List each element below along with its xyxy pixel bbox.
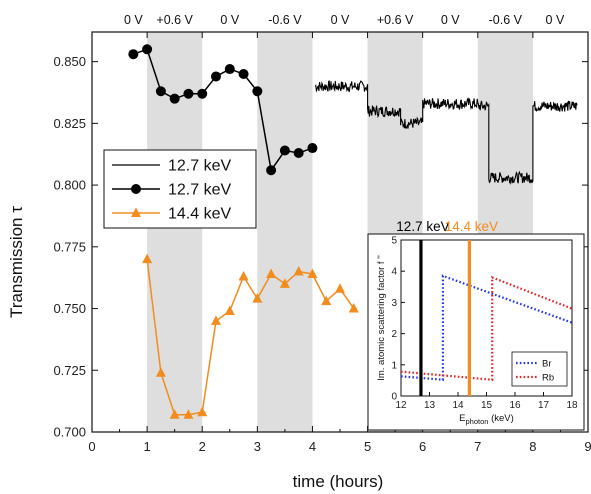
triangle-point-4: [197, 406, 208, 417]
inset-legend-label-0: Br: [542, 359, 552, 370]
x-tick-label-5: 5: [364, 439, 371, 454]
inset-y-axis-title: Im. atomic scattering factor f '': [376, 255, 387, 381]
voltage-label-8: 0 V: [546, 13, 565, 27]
energy-marker-label-0: 12.7 keV: [396, 219, 449, 234]
series-line-12-7kev: [314, 80, 578, 185]
voltage-label-4: 0 V: [331, 13, 350, 27]
inset-x-tick-label-3: 15: [481, 400, 493, 411]
legend-swatch-triangle: [131, 207, 141, 217]
x-tick-label-4: 4: [309, 439, 316, 454]
inset-x-tick-label-5: 17: [538, 400, 550, 411]
y-axis-title: Transmission τ: [7, 206, 26, 318]
series-triangles-line: [146, 259, 355, 416]
x-tick-label-2: 2: [199, 439, 206, 454]
circle-point-4: [183, 88, 194, 99]
circle-point-8: [238, 68, 249, 79]
voltage-label-6: 0 V: [441, 13, 460, 27]
circle-point-11: [279, 145, 290, 156]
triangle-point-12: [307, 268, 318, 278]
energy-marker-label-1: 14.4 keV: [445, 219, 498, 234]
triangle-point-9: [266, 268, 277, 278]
triangle-point-10: [279, 278, 290, 288]
inset-x-tick-label-6: 18: [566, 400, 578, 411]
circle-point-5: [197, 88, 208, 99]
y-tick-label-4: 0.800: [53, 178, 86, 193]
voltage-label-1: +0.6 V: [156, 13, 193, 27]
voltage-label-3: -0.6 V: [268, 13, 302, 27]
inset-y-tick-label-2: 2: [391, 329, 397, 340]
inset-y-tick-label-1: 1: [391, 360, 397, 371]
x-tick-label-9: 9: [584, 439, 591, 454]
voltage-label-5: +0.6 V: [377, 13, 414, 27]
voltage-phase-labels: 0 V +0.6 V 0 V -0.6 V 0 V +0.6 V 0 V -0.6 V 0 V: [124, 13, 565, 27]
triangle-point-6: [224, 305, 235, 316]
circle-point-9: [252, 86, 263, 97]
inset-background: [367, 233, 585, 431]
circle-point-0: [128, 49, 139, 60]
y-tick-label-6: 0.850: [53, 54, 86, 69]
circle-point-6: [211, 71, 221, 82]
y-tick-label-1: 0.725: [53, 363, 86, 378]
main-series-layer: [128, 44, 578, 419]
inset-legend-box: [511, 351, 568, 387]
triangle-point-5: [211, 315, 221, 325]
circle-point-13: [307, 143, 318, 154]
x-axis-title: time (hours): [293, 472, 384, 491]
voltage-band-1: [147, 32, 203, 432]
x-tick-label-1: 1: [143, 439, 150, 454]
triangle-point-1: [155, 367, 166, 377]
voltage-band-3: [257, 32, 313, 432]
voltage-label-0: 0 V: [124, 13, 143, 27]
inset-y-tick-label-5: 5: [391, 236, 397, 247]
inset-x-axis-unit: (keV): [488, 413, 513, 424]
x-tick-label-3: 3: [254, 439, 261, 454]
triangle-point-8: [252, 293, 263, 303]
triangle-point-7: [238, 270, 249, 281]
inset-x-axis-title: Ephoton (keV): [459, 413, 514, 426]
y-tick-label-0: 0.700: [53, 425, 86, 440]
legend-label-0: 12.7 keV: [168, 158, 231, 175]
inset-legend-label-1: Rb: [542, 373, 554, 384]
triangle-point-2: [169, 409, 180, 419]
triangle-point-3: [183, 409, 194, 419]
triangle-point-13: [321, 295, 332, 306]
circle-point-1: [142, 44, 153, 55]
inset-y-tick-label-0: 0: [391, 392, 397, 403]
legend-swatch-circle: [131, 184, 141, 194]
voltage-label-2: 0 V: [220, 13, 239, 27]
triangle-point-0: [142, 253, 153, 264]
voltage-label-7: -0.6 V: [489, 13, 523, 27]
x-tick-label-6: 6: [419, 439, 426, 454]
inset-x-tick-label-2: 14: [452, 400, 464, 411]
circle-point-10: [266, 165, 277, 176]
inset-x-axis-subscript: photon: [466, 417, 489, 426]
main-axes: 0 1 2 3 4 5 6 7 8 90.7000.7250.7500.7750.8000.825…: [53, 31, 591, 454]
main-legend: 12.7 keV 12.7 keV 14.4 keV: [103, 149, 257, 229]
circle-point-12: [293, 147, 304, 158]
circle-point-2: [155, 86, 166, 97]
x-tick-label-7: 7: [474, 439, 481, 454]
triangle-point-14: [335, 283, 345, 293]
inset-x-tick-label-4: 16: [509, 400, 521, 411]
inset-x-axis-symbol: E: [459, 413, 465, 424]
legend-label-1: 12.7 keV: [168, 182, 231, 199]
y-tick-label-2: 0.750: [53, 301, 86, 316]
circle-point-7: [224, 64, 235, 75]
y-tick-label-3: 0.775: [53, 239, 86, 254]
legend-label-2: 14.4 keV: [168, 206, 231, 223]
inset-y-tick-label-3: 3: [391, 298, 397, 309]
inset-x-tick-label-0: 12: [395, 400, 407, 411]
inset-y-tick-label-4: 4: [391, 267, 397, 278]
triangle-point-15: [348, 303, 359, 313]
x-tick-label-0: 0: [88, 439, 95, 454]
triangle-point-11: [293, 266, 304, 276]
y-tick-label-5: 0.825: [53, 116, 86, 131]
x-tick-label-8: 8: [529, 439, 536, 454]
circle-point-3: [169, 93, 180, 104]
inset-series-rb: [400, 275, 573, 381]
inset-x-tick-label-1: 13: [424, 400, 436, 411]
